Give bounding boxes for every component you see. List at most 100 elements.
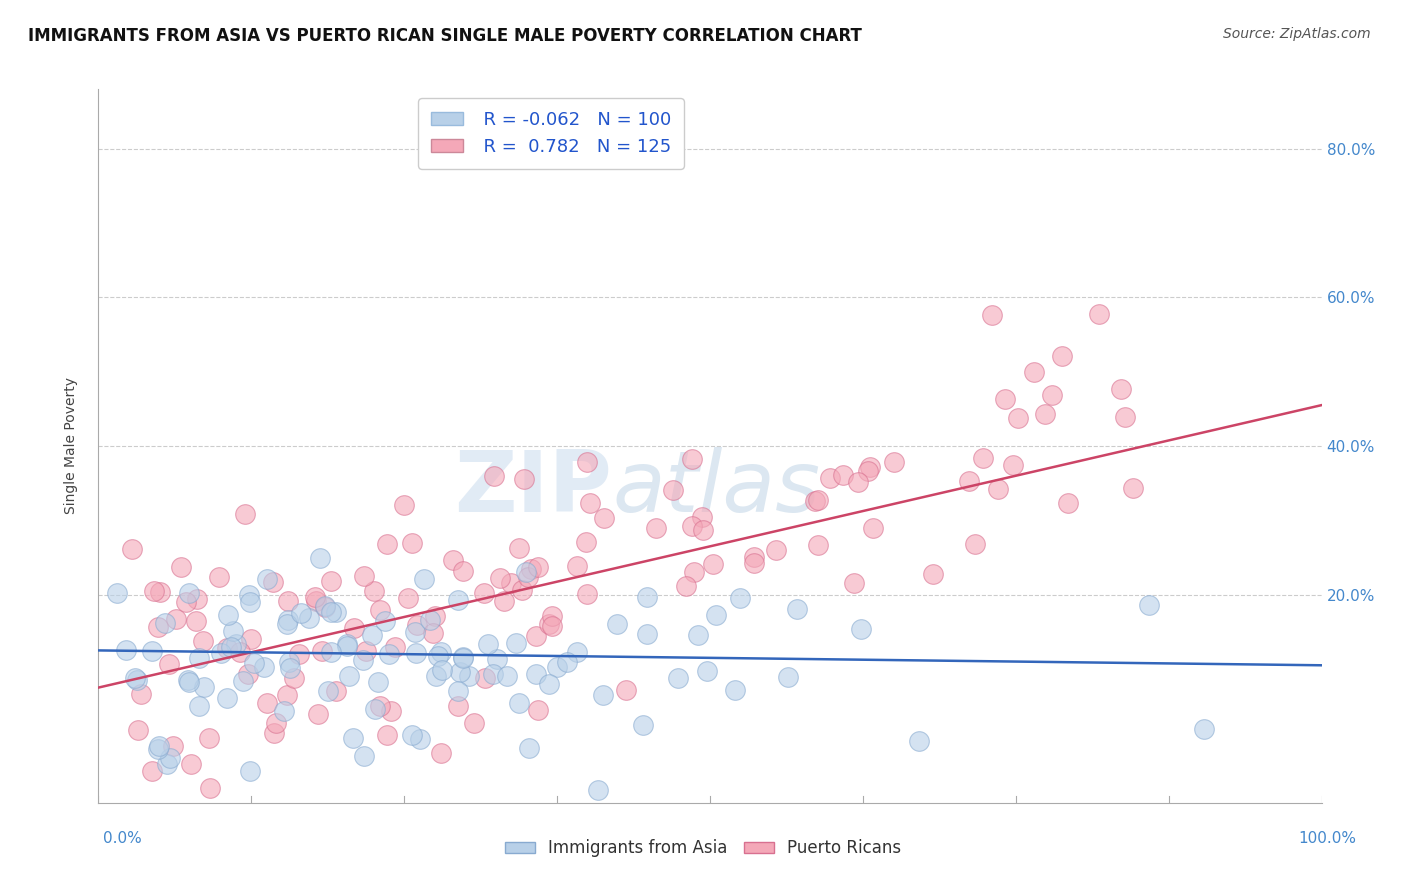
Point [515, 565, 537, 579]
Point [592, 511, 614, 525]
Point [316, 684, 339, 698]
Point [142, 584, 165, 599]
Point [314, 599, 336, 614]
Point [807, 493, 830, 508]
Point [1057, 496, 1080, 510]
Point [343, 621, 366, 635]
Point [283, 672, 305, 686]
Point [631, 718, 654, 732]
Point [644, 521, 666, 535]
Point [636, 591, 658, 605]
Point [141, 764, 163, 778]
Point [200, 780, 222, 795]
Point [489, 571, 512, 585]
Point [384, 640, 406, 655]
Point [186, 614, 208, 628]
Point [730, 591, 752, 605]
Point [232, 674, 254, 689]
Point [319, 645, 342, 659]
Point [856, 464, 879, 478]
Text: 0.0%: 0.0% [103, 831, 142, 846]
Point [540, 608, 562, 623]
Point [477, 637, 499, 651]
Point [807, 538, 830, 552]
Point [352, 653, 374, 667]
Point [423, 608, 446, 623]
Point [156, 756, 179, 771]
Point [273, 704, 295, 718]
Point [401, 536, 423, 550]
Point [1050, 349, 1073, 363]
Legend:   R = -0.062   N = 100,   R =  0.782   N = 125: R = -0.062 N = 100, R = 0.782 N = 125 [418, 98, 685, 169]
Text: 100.0%: 100.0% [1299, 831, 1357, 846]
Point [308, 550, 330, 565]
Point [742, 556, 765, 570]
Point [290, 606, 312, 620]
Point [862, 521, 884, 535]
Point [441, 553, 464, 567]
Point [394, 498, 416, 512]
Point [526, 559, 548, 574]
Point [486, 652, 509, 666]
Point [314, 599, 336, 614]
Point [692, 523, 714, 537]
Point [277, 655, 299, 669]
Point [516, 570, 538, 584]
Point [166, 612, 188, 626]
Point [305, 594, 328, 608]
Point [555, 655, 578, 669]
Point [176, 673, 198, 688]
Point [510, 582, 533, 597]
Point [1022, 365, 1045, 379]
Point [276, 617, 298, 632]
Point [859, 460, 882, 475]
Point [225, 637, 247, 651]
Point [374, 614, 396, 628]
Point [353, 569, 375, 583]
Point [256, 696, 278, 710]
Point [513, 472, 536, 486]
Point [208, 570, 231, 584]
Point [1033, 407, 1056, 421]
Point [682, 566, 704, 580]
Point [342, 731, 364, 745]
Point [818, 471, 841, 485]
Point [125, 673, 148, 688]
Point [186, 592, 208, 607]
Point [565, 645, 588, 659]
Point [1137, 598, 1160, 612]
Point [690, 510, 713, 524]
Point [832, 468, 855, 483]
Point [696, 664, 718, 678]
Text: ZIP: ZIP [454, 447, 612, 531]
Point [368, 699, 391, 714]
Point [1002, 458, 1025, 472]
Point [188, 651, 211, 665]
Point [304, 590, 326, 604]
Point [508, 697, 530, 711]
Point [447, 683, 470, 698]
Point [724, 683, 747, 698]
Point [159, 751, 181, 765]
Point [263, 726, 285, 740]
Point [321, 605, 343, 619]
Point [1007, 410, 1029, 425]
Point [278, 660, 301, 674]
Point [179, 675, 201, 690]
Point [883, 455, 905, 469]
Point [547, 659, 569, 673]
Point [578, 495, 600, 509]
Point [457, 669, 479, 683]
Point [406, 618, 429, 632]
Point [524, 629, 547, 643]
Point [174, 595, 197, 609]
Point [404, 624, 426, 639]
Point [105, 586, 128, 600]
Point [1122, 481, 1144, 495]
Point [262, 574, 284, 589]
Point [606, 617, 628, 632]
Point [496, 668, 519, 682]
Point [842, 575, 865, 590]
Point [162, 739, 184, 754]
Point [541, 619, 564, 633]
